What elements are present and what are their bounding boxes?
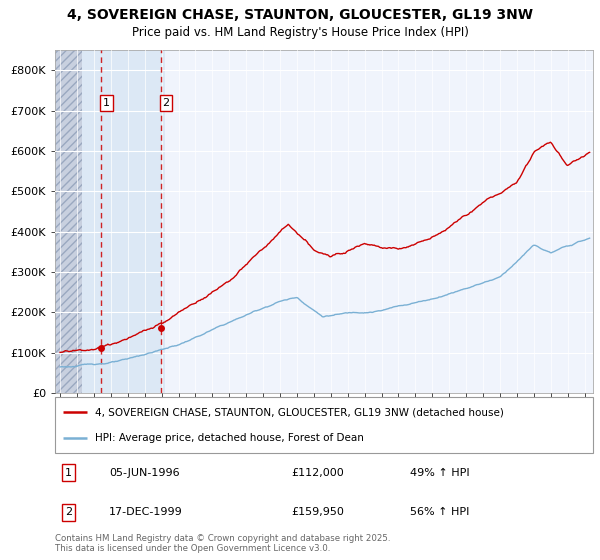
Text: 05-JUN-1996: 05-JUN-1996	[109, 468, 179, 478]
Text: 4, SOVEREIGN CHASE, STAUNTON, GLOUCESTER, GL19 3NW (detached house): 4, SOVEREIGN CHASE, STAUNTON, GLOUCESTER…	[95, 407, 504, 417]
Bar	[82, 50, 165, 393]
FancyBboxPatch shape	[55, 397, 593, 453]
Text: Contains HM Land Registry data © Crown copyright and database right 2025.
This d: Contains HM Land Registry data © Crown c…	[55, 534, 391, 553]
Text: 1: 1	[103, 98, 110, 108]
Text: 4, SOVEREIGN CHASE, STAUNTON, GLOUCESTER, GL19 3NW: 4, SOVEREIGN CHASE, STAUNTON, GLOUCESTER…	[67, 8, 533, 22]
Text: 2: 2	[163, 98, 170, 108]
Text: 17-DEC-1999: 17-DEC-1999	[109, 507, 182, 517]
Text: 1: 1	[65, 468, 72, 478]
Text: £112,000: £112,000	[292, 468, 344, 478]
Text: £159,950: £159,950	[292, 507, 344, 517]
Text: 56% ↑ HPI: 56% ↑ HPI	[410, 507, 469, 517]
Text: 2: 2	[65, 507, 72, 517]
Bar	[55, 50, 82, 393]
Text: HPI: Average price, detached house, Forest of Dean: HPI: Average price, detached house, Fore…	[95, 433, 364, 443]
Text: Price paid vs. HM Land Registry's House Price Index (HPI): Price paid vs. HM Land Registry's House …	[131, 26, 469, 39]
Text: 49% ↑ HPI: 49% ↑ HPI	[410, 468, 470, 478]
